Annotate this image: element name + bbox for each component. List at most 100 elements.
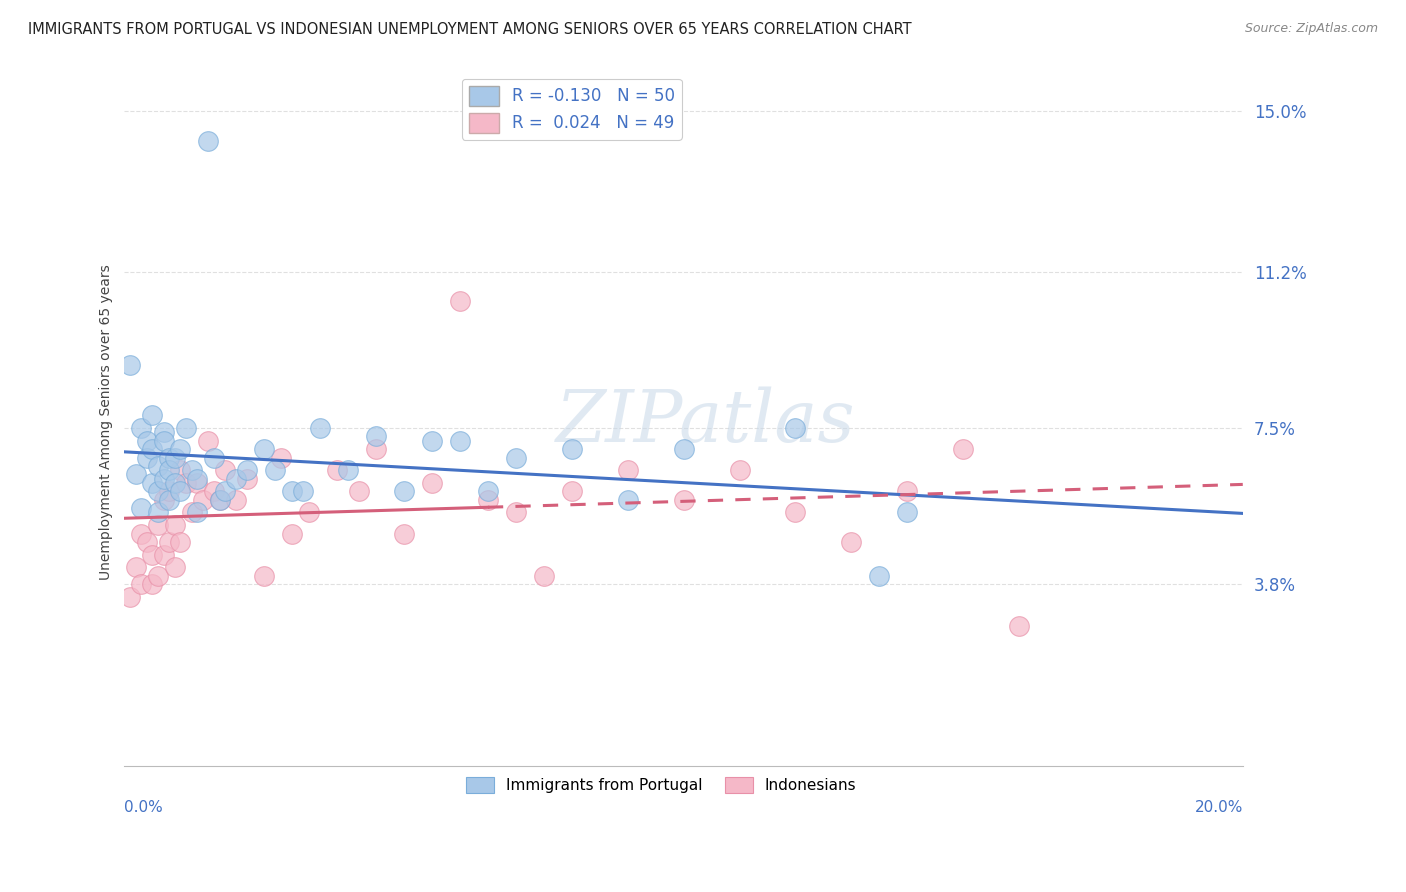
Point [180,505,202,519]
Point [896,505,918,519]
Point [141,409,163,423]
Point [124,467,146,482]
Point [169,484,191,499]
Point [364,429,387,443]
Point [186,505,208,519]
Point [186,475,208,490]
Point [197,434,219,448]
Point [141,442,163,456]
Point [364,442,387,456]
Point [146,458,169,473]
Point [169,463,191,477]
Point [477,492,499,507]
Point [449,434,471,448]
Text: ZIPatlas: ZIPatlas [557,386,856,457]
Point [841,535,863,549]
Point [225,472,247,486]
Point [281,526,304,541]
Point [152,434,174,448]
Point [1008,619,1031,633]
Point [449,294,471,309]
Point [180,463,202,477]
Point [157,450,180,465]
Point [186,472,208,486]
Point [214,463,236,477]
Point [157,492,180,507]
Point [157,484,180,499]
Point [152,472,174,486]
Point [141,577,163,591]
Point [868,569,890,583]
Point [616,492,638,507]
Point [505,450,527,465]
Point [785,505,807,519]
Point [163,518,186,533]
Point [146,505,169,519]
Point [420,475,443,490]
Point [146,569,169,583]
Point [785,421,807,435]
Point [672,442,695,456]
Point [236,463,259,477]
Point [236,472,259,486]
Point [616,463,638,477]
Point [157,463,180,477]
Point [225,492,247,507]
Point [141,548,163,562]
Point [202,450,225,465]
Point [146,518,169,533]
Point [124,560,146,574]
Point [157,535,180,549]
Point [197,134,219,148]
Point [129,526,152,541]
Point [208,492,231,507]
Point [672,492,695,507]
Point [129,501,152,516]
Point [135,450,157,465]
Point [152,492,174,507]
Point [298,505,321,519]
Point [420,434,443,448]
Text: 20.0%: 20.0% [1195,799,1243,814]
Point [174,421,197,435]
Point [292,484,315,499]
Point [146,484,169,499]
Point [120,590,142,604]
Point [163,560,186,574]
Point [337,463,360,477]
Point [208,492,231,507]
Point [253,569,276,583]
Text: Source: ZipAtlas.com: Source: ZipAtlas.com [1244,22,1378,36]
Point [281,484,304,499]
Point [505,505,527,519]
Point [191,492,214,507]
Point [326,463,349,477]
Point [169,442,191,456]
Point [152,548,174,562]
Point [214,484,236,499]
Y-axis label: Unemployment Among Seniors over 65 years: Unemployment Among Seniors over 65 years [100,264,114,580]
Point [309,421,332,435]
Point [174,475,197,490]
Point [135,535,157,549]
Legend: Immigrants from Portugal, Indonesians: Immigrants from Portugal, Indonesians [460,772,863,799]
Point [152,425,174,440]
Point [477,484,499,499]
Text: IMMIGRANTS FROM PORTUGAL VS INDONESIAN UNEMPLOYMENT AMONG SENIORS OVER 65 YEARS : IMMIGRANTS FROM PORTUGAL VS INDONESIAN U… [28,22,911,37]
Point [135,434,157,448]
Point [141,475,163,490]
Point [952,442,974,456]
Point [129,577,152,591]
Point [169,535,191,549]
Point [270,450,292,465]
Point [561,484,583,499]
Point [264,463,287,477]
Text: 0.0%: 0.0% [125,799,163,814]
Point [728,463,751,477]
Point [561,442,583,456]
Point [896,484,918,499]
Point [392,484,415,499]
Point [392,526,415,541]
Point [533,569,555,583]
Point [163,475,186,490]
